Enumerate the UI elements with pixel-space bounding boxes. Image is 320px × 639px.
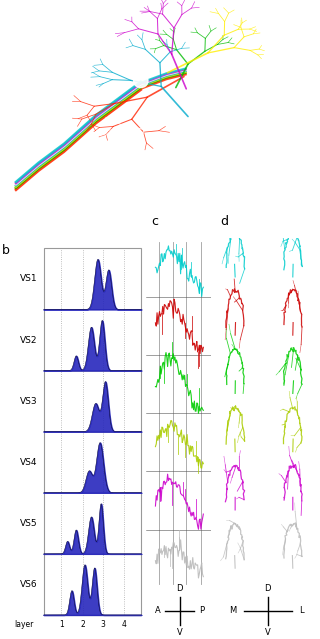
Text: A: A	[155, 606, 161, 615]
Text: layer: layer	[146, 597, 160, 601]
Text: VS3: VS3	[20, 397, 38, 406]
Text: VS1: VS1	[20, 274, 38, 284]
Text: 3: 3	[101, 620, 106, 629]
Text: D: D	[176, 584, 183, 594]
Text: d: d	[220, 215, 228, 228]
Text: VS5: VS5	[20, 519, 38, 528]
Text: VS6: VS6	[20, 580, 38, 589]
Text: L: L	[298, 176, 302, 186]
Text: M: M	[229, 606, 236, 615]
Text: L: L	[299, 606, 304, 615]
Text: VS2: VS2	[20, 335, 38, 344]
Text: 4: 4	[199, 597, 203, 601]
Text: P: P	[199, 606, 204, 615]
Text: 2: 2	[171, 597, 175, 601]
Text: M: M	[233, 176, 240, 186]
Text: D: D	[266, 140, 272, 149]
Bar	[44, 249, 141, 615]
Text: c: c	[151, 215, 158, 228]
Text: b: b	[2, 244, 9, 258]
Text: 2: 2	[80, 620, 85, 629]
Text: 3: 3	[184, 597, 188, 601]
Text: layer: layer	[14, 620, 34, 629]
Text: V: V	[266, 213, 272, 222]
Text: V: V	[265, 628, 271, 638]
Text: 1: 1	[59, 620, 64, 629]
Text: V: V	[177, 628, 183, 638]
Text: 1: 1	[157, 597, 161, 601]
Text: 4: 4	[121, 620, 126, 629]
Text: D: D	[265, 584, 271, 594]
Text: a: a	[13, 12, 20, 25]
Ellipse shape	[134, 75, 148, 88]
Text: VS4: VS4	[20, 458, 38, 466]
